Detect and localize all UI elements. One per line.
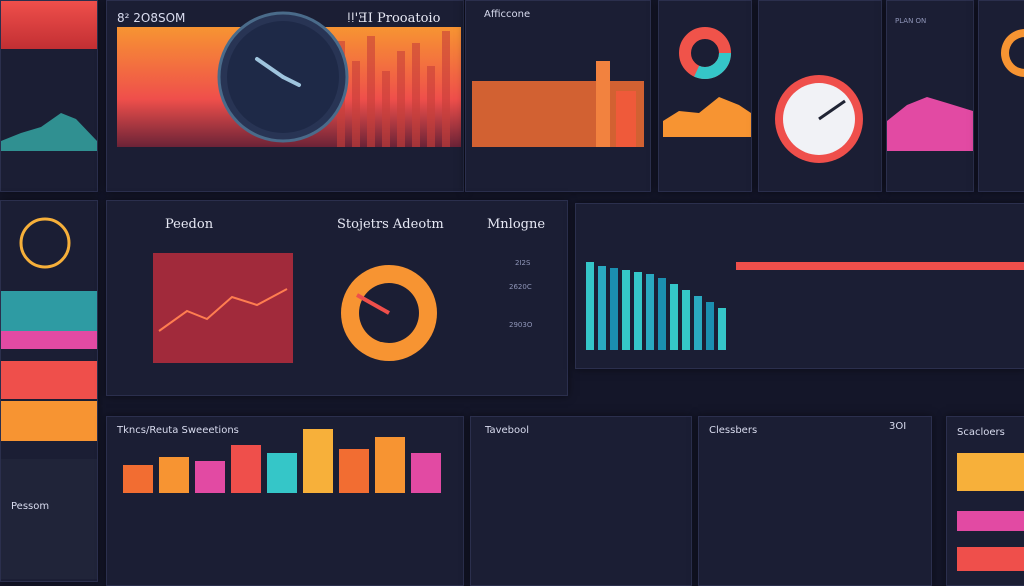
- metric-2: 2620C: [509, 283, 532, 291]
- bar: [123, 465, 153, 493]
- top-right-panel-1: [658, 0, 752, 192]
- top-center-bars: [472, 61, 644, 147]
- bar: [706, 302, 714, 350]
- middle-left-panel: Pessom: [0, 200, 98, 582]
- bar: [694, 296, 702, 350]
- bottom-bars: [123, 429, 441, 493]
- bar: [231, 445, 261, 493]
- bar: [598, 266, 606, 350]
- top-right-panel-3: PLAN ON: [886, 0, 974, 192]
- trend-band: [736, 262, 1024, 270]
- bar: [610, 268, 618, 350]
- top-left-panel: [0, 0, 98, 192]
- top-right-title: PLAN ON: [895, 17, 927, 25]
- top-center-title: Afficcone: [484, 9, 531, 20]
- bar: [411, 453, 441, 493]
- bar: [622, 270, 630, 350]
- middle-title-c: Mnlogne: [487, 217, 546, 232]
- bar: [586, 262, 594, 350]
- top-right-panel-4: [978, 0, 1024, 192]
- bottom-right-side: Scacloers: [946, 416, 1024, 586]
- bar: [634, 272, 642, 350]
- left-sidebar-title: Pessom: [11, 501, 50, 512]
- metric-3: 2903O: [509, 321, 533, 329]
- top-left-area: [1, 113, 97, 151]
- top-main-panel: 8² 2O8SOM ǃǃ'ƎI Prooatoio: [106, 0, 464, 192]
- top-main-bars: [217, 11, 450, 147]
- bottom-title-b: Tavebool: [485, 425, 530, 436]
- middle-left-graphics: [1, 217, 97, 579]
- bar: [718, 308, 726, 350]
- bottom-center-panel: Tavebool: [470, 416, 692, 586]
- bottom-right-panel: Clessbers 3OI: [698, 416, 932, 586]
- right-bars: [957, 453, 1024, 571]
- bottom-title-c: Clessbers: [709, 425, 758, 436]
- middle-main-panel: Peedon Stojetrs Adeotm Mnlogne 2I2S 2620…: [106, 200, 568, 396]
- bottom-right-title: Scacloers: [957, 427, 1005, 438]
- bottom-title-a: Tkncs/Reuta Sweeetions: [117, 425, 239, 436]
- bar: [658, 278, 666, 350]
- bottom-left-panel: Tkncs/Reuta Sweeetions: [106, 416, 464, 586]
- bar: [670, 284, 678, 350]
- bar: [375, 437, 405, 493]
- donut-chart: [663, 27, 751, 137]
- bar: [195, 461, 225, 493]
- bar: [646, 274, 654, 350]
- bar: [267, 453, 297, 493]
- middle-title-a: Peedon: [165, 217, 214, 232]
- bar: [159, 457, 189, 493]
- middle-graphics: [153, 253, 437, 363]
- bar-chart: [586, 262, 1024, 350]
- bottom-value-c: 3OI: [889, 421, 907, 432]
- middle-right-panel: [575, 203, 1024, 369]
- metric-1: 2I2S: [515, 259, 531, 267]
- small-gauge: [775, 75, 863, 163]
- top-center-left-title: ǃǃ'ƎI Prooatoio: [347, 11, 441, 26]
- bar: [339, 449, 369, 493]
- top-right-panel-2: [758, 0, 882, 192]
- right-donut: [1001, 29, 1024, 77]
- bar: [303, 429, 333, 493]
- middle-title-b: Stojetrs Adeotm: [337, 217, 444, 232]
- top-left-value: 8² 2O8SOM: [117, 11, 186, 25]
- pink-area: [887, 97, 973, 151]
- bar: [682, 290, 690, 350]
- top-center-panel: Afficcone: [465, 0, 651, 192]
